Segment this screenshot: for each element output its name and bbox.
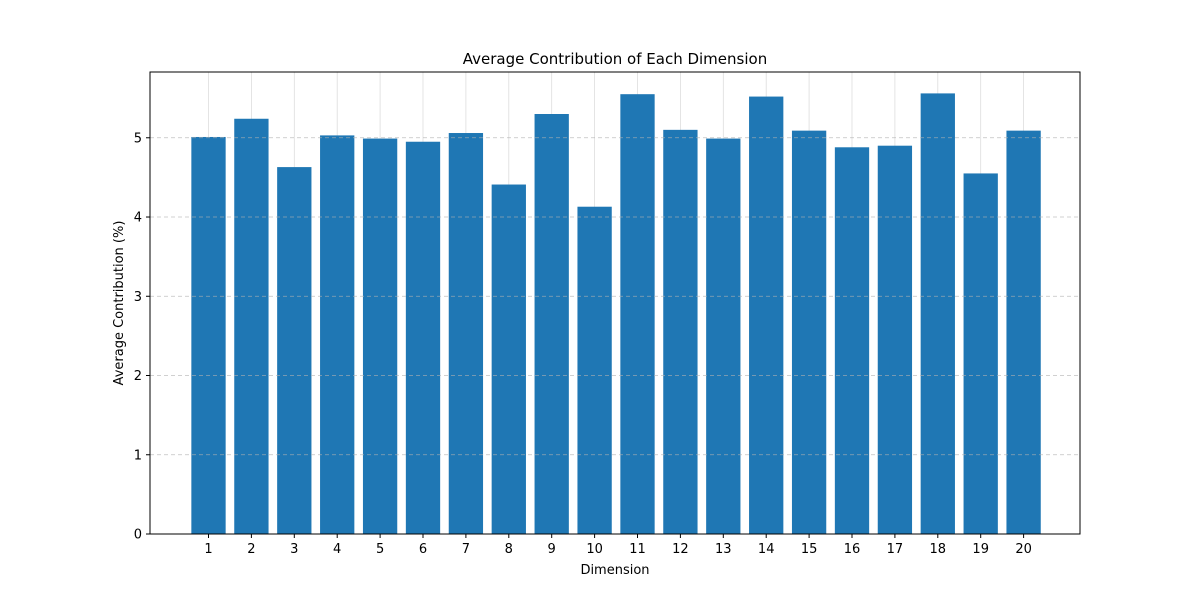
x-tick-label: 4 [333,542,341,557]
plot-frame [149,71,1081,535]
x-tick-label: 14 [758,542,775,557]
bar [706,138,741,534]
bar [534,114,569,534]
bar [834,147,870,534]
x-tick-label: 9 [548,542,556,557]
x-tick-label: 11 [629,542,646,557]
x-tick-label: 15 [801,542,818,557]
x-tick-label: 2 [247,542,255,557]
bar [448,133,484,535]
y-axis-label: Average Contribution (%) [112,221,127,386]
bar [963,173,998,534]
x-tick-label: 3 [290,542,298,557]
x-tick-label: 8 [505,542,513,557]
x-tick-label: 13 [715,542,732,557]
x-tick-label: 16 [844,542,861,557]
x-tick-label: 7 [462,542,470,557]
bar [1006,130,1041,534]
y-tick-label: 0 [134,528,142,543]
bar [920,93,955,534]
x-axis-ticks: 1 2 3 4 5 6 7 8 9 10 11 12 13 14 15 16 17 18 19 20 [204,534,1032,557]
x-tick-label: 12 [672,542,689,557]
bar [320,135,355,534]
y-tick-label: 2 [134,369,142,384]
bar [362,138,398,534]
y-tick-label: 1 [134,448,142,463]
x-tick-label: 6 [419,542,427,557]
bar [234,118,269,535]
bar [791,130,827,534]
bar [277,167,312,534]
y-axis-ticks: 0 1 2 3 4 5 [134,131,150,543]
bar [577,206,612,534]
x-tick-label: 17 [887,542,904,557]
bar [877,145,913,534]
x-axis-label: Dimension [580,563,649,578]
bar [405,141,441,535]
x-tick-label: 5 [376,542,384,557]
x-tick-label: 10 [586,542,603,557]
x-tick-label: 20 [1015,542,1032,557]
y-tick-label: 4 [134,211,142,226]
x-tick-label: 18 [930,542,947,557]
y-tick-label: 5 [134,131,142,146]
bars [191,93,1041,535]
bar [749,96,784,534]
x-tick-label: 19 [972,542,989,557]
bar [491,184,526,534]
bar [620,94,655,534]
bar [663,129,698,534]
x-tick-label: 1 [204,542,212,557]
y-tick-label: 3 [134,290,142,305]
bar [191,136,226,534]
chart-title: Average Contribution of Each Dimension [463,50,767,68]
